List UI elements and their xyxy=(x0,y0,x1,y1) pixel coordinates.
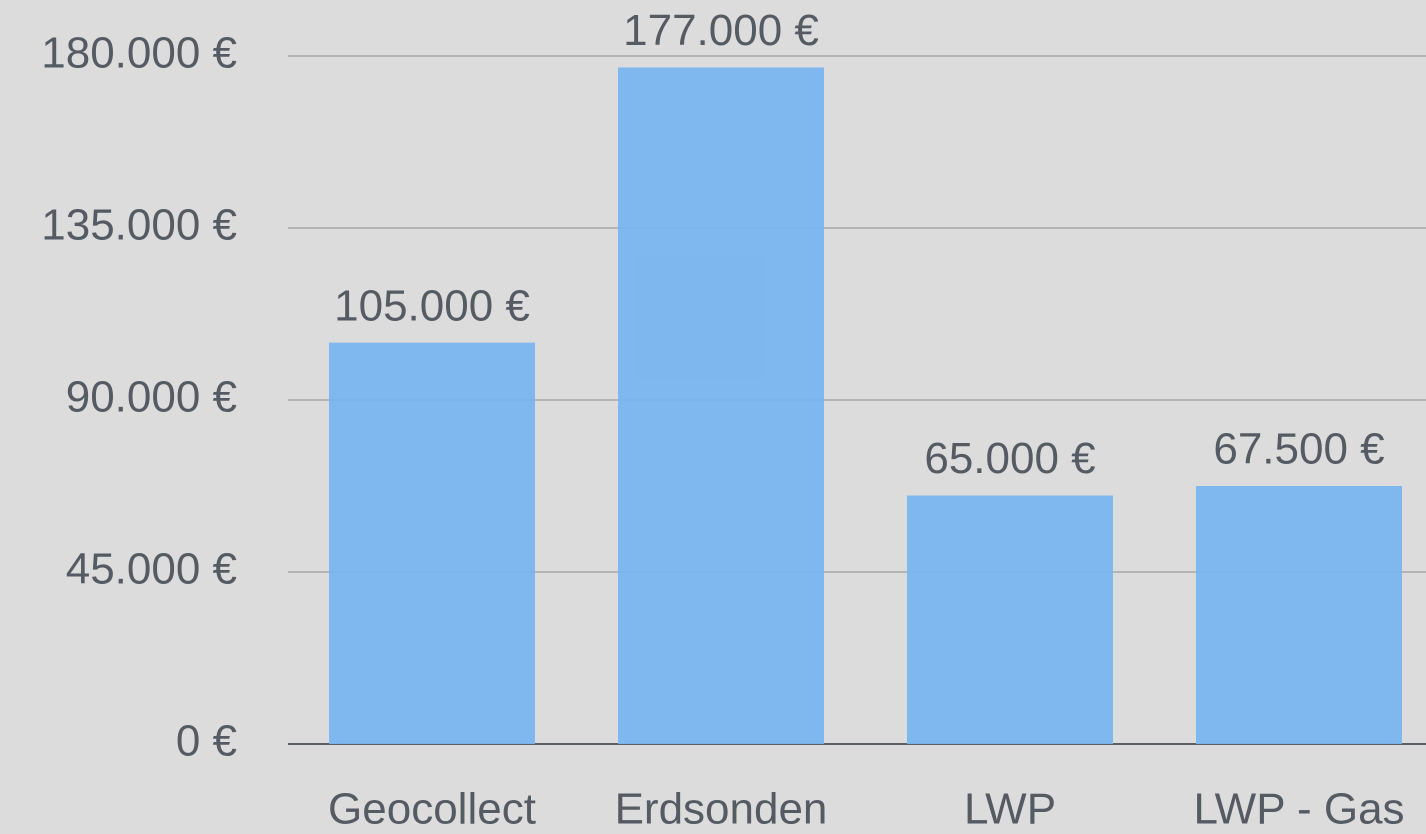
y-tick-label: 0 € xyxy=(176,717,237,766)
x-tick-label: Erdsonden xyxy=(615,785,828,834)
y-tick-label: 180.000 € xyxy=(41,29,237,78)
value-label: 65.000 € xyxy=(924,434,1095,483)
value-label: 177.000 € xyxy=(623,6,819,55)
bar xyxy=(1196,486,1402,744)
bar xyxy=(907,495,1113,744)
value-label: 67.500 € xyxy=(1213,425,1384,474)
y-tick-label: 45.000 € xyxy=(66,545,237,594)
x-tick-label: LWP - Gas xyxy=(1193,785,1404,834)
bar xyxy=(618,67,824,744)
x-tick-label: Geocollect xyxy=(328,785,536,834)
y-tick-label: 90.000 € xyxy=(66,373,237,422)
y-tick-label: 135.000 € xyxy=(41,201,237,250)
bar xyxy=(329,342,535,744)
x-tick-label: LWP xyxy=(964,785,1056,834)
value-label: 105.000 € xyxy=(334,281,530,330)
